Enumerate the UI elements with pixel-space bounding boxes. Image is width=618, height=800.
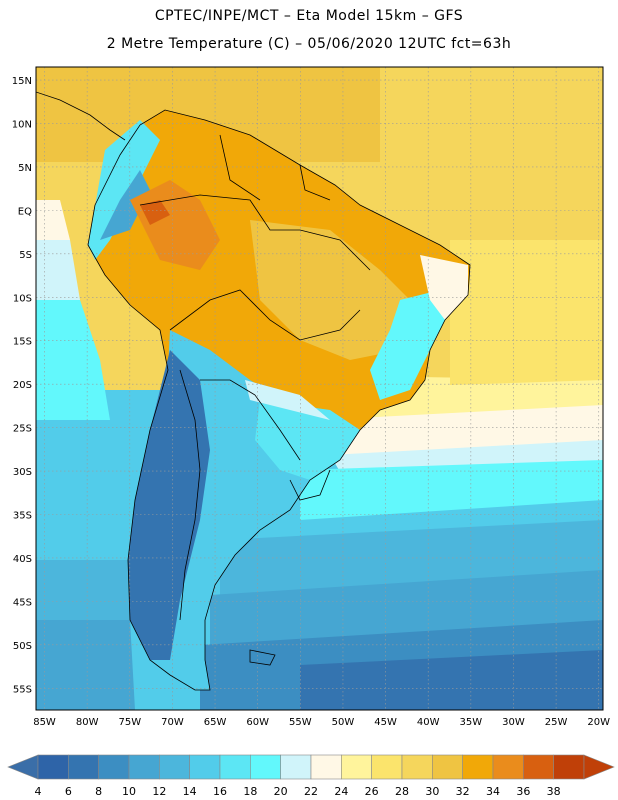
latitude-tick-label: 50S <box>13 641 32 652</box>
colorbar-tick-label: 28 <box>395 785 409 798</box>
colorbar-swatch <box>159 754 190 780</box>
colorbar-tick-label: 36 <box>516 785 530 798</box>
latitude-tick-label: 15S <box>13 337 32 348</box>
colorbar-tick-label: 20 <box>274 785 288 798</box>
latitude-tick-label: 30S <box>13 467 32 478</box>
temperature-colorbar: 4 6 8 10 12 14 16 18 20 22 24 26 28 30 32 34 36 38 <box>7 754 615 798</box>
latitude-tick-label: 10S <box>13 293 32 304</box>
colorbar-swatch <box>219 754 251 780</box>
colorbar-tick-label: 26 <box>365 785 379 798</box>
latitude-tick-label: 55S <box>13 684 32 695</box>
longitude-tick-label: 60W <box>246 717 269 728</box>
longitude-tick-label: 85W <box>33 717 56 728</box>
colorbar-swatch <box>68 754 99 780</box>
longitude-tick-label: 50W <box>332 717 355 728</box>
latitude-tick-label: 20S <box>13 380 32 391</box>
longitude-tick-label: 40W <box>417 717 440 728</box>
latitude-tick-label: 5S <box>19 250 32 261</box>
colorbar-tick-label: 22 <box>304 785 318 798</box>
colorbar-tick-label: 30 <box>425 785 439 798</box>
colorbar-tick-label: 6 <box>65 785 72 798</box>
longitude-tick-label: 45W <box>374 717 397 728</box>
colorbar-swatch <box>250 754 281 780</box>
colorbar-swatch <box>401 754 433 780</box>
colorbar-tick-label: 38 <box>547 785 561 798</box>
latitude-tick-label: 5N <box>18 163 32 174</box>
longitude-tick-label: 80W <box>76 717 99 728</box>
map-title-line-1: CPTEC/INPE/MCT – Eta Model 15km – GFS <box>154 8 464 24</box>
temperature-field <box>36 67 603 710</box>
colorbar-swatch <box>310 754 342 780</box>
colorbar-tick-label: 32 <box>456 785 470 798</box>
colorbar-swatch <box>371 754 403 780</box>
latitude-tick-label: 45S <box>13 597 32 608</box>
longitude-axis-labels: 85W 80W 75W 70W 65W 60W 55W 50W 45W 40W 35W 30W 25W 2… <box>33 717 610 728</box>
colorbar-swatch <box>37 754 69 780</box>
colorbar-low-arrow <box>7 754 39 780</box>
longitude-tick-label: 30W <box>502 717 525 728</box>
latitude-tick-label: 40S <box>13 554 32 565</box>
longitude-tick-label: 70W <box>161 717 184 728</box>
colorbar-tick-label: 16 <box>213 785 227 798</box>
colorbar-swatch <box>98 754 130 780</box>
longitude-tick-label: 25W <box>545 717 568 728</box>
colorbar-high-arrow <box>583 754 615 780</box>
colorbar-swatch <box>432 754 463 780</box>
colorbar-swatch <box>553 754 585 780</box>
longitude-tick-label: 55W <box>289 717 312 728</box>
colorbar-tick-label: 8 <box>95 785 102 798</box>
latitude-tick-label: 10N <box>12 119 32 130</box>
latitude-tick-label: 35S <box>13 510 32 521</box>
colorbar-swatch <box>523 754 554 780</box>
colorbar-tick-label: 34 <box>486 785 500 798</box>
colorbar-swatch <box>189 754 221 780</box>
colorbar-swatch <box>341 754 372 780</box>
latitude-tick-label: EQ <box>18 206 32 217</box>
colorbar-tick-label: 10 <box>122 785 136 798</box>
colorbar-swatch <box>280 754 312 780</box>
latitude-tick-label: 15N <box>12 76 32 87</box>
map-title-line-2: 2 Metre Temperature (C) – 05/06/2020 12U… <box>106 36 512 52</box>
colorbar-swatch <box>492 754 524 780</box>
colorbar-swatch <box>128 754 160 780</box>
colorbar-tick-label: 14 <box>183 785 197 798</box>
latitude-axis-labels: 15N 10N 5N EQ 5S 10S 15S 20S 25S 30S 35S 40S 45S 50S 5… <box>12 76 32 695</box>
longitude-tick-label: 75W <box>118 717 141 728</box>
colorbar-tick-label: 18 <box>243 785 257 798</box>
longitude-tick-label: 35W <box>460 717 483 728</box>
longitude-tick-label: 20W <box>587 717 610 728</box>
colorbar-tick-label: 12 <box>152 785 166 798</box>
longitude-tick-label: 65W <box>204 717 227 728</box>
map-frame <box>35 66 604 711</box>
colorbar-swatch <box>462 754 494 780</box>
colorbar-tick-label: 4 <box>35 785 42 798</box>
colorbar-tick-label: 24 <box>334 785 348 798</box>
latitude-tick-label: 25S <box>13 424 32 435</box>
